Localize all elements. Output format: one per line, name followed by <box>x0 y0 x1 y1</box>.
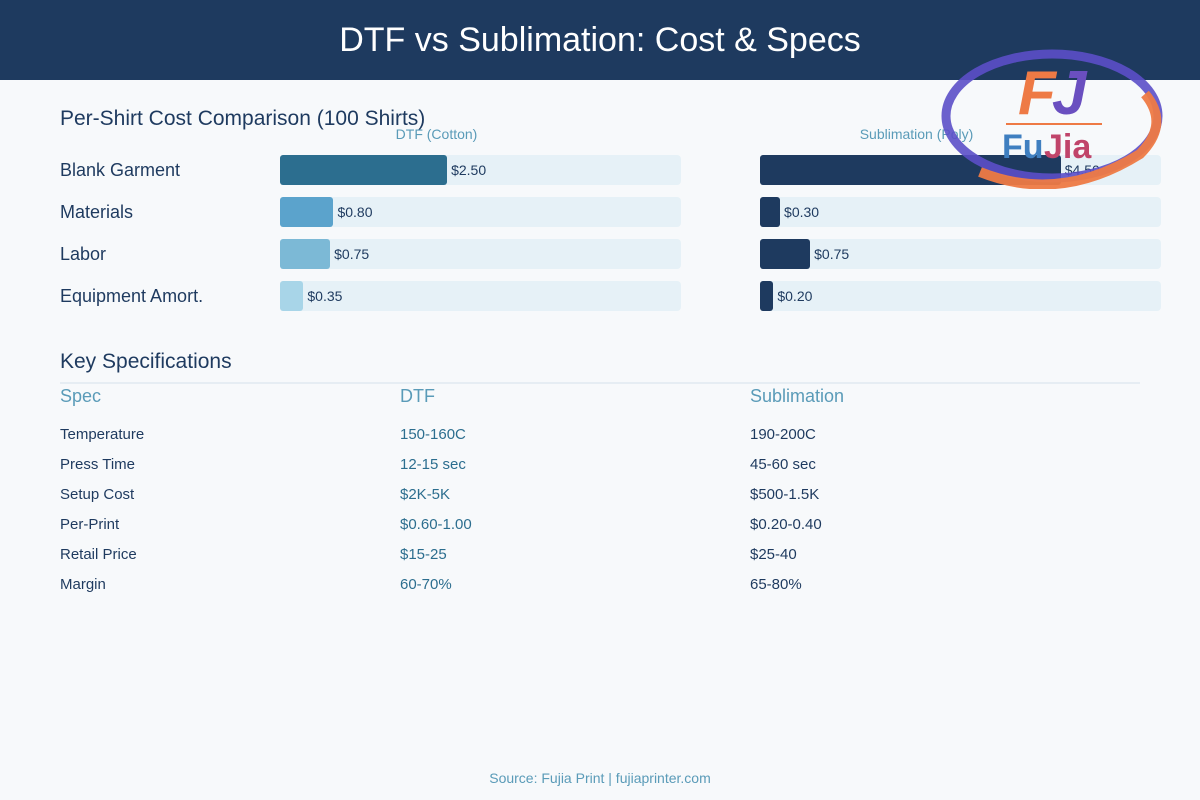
bar-track: $0.80 <box>280 197 681 227</box>
spec-cell: 12-15 sec <box>400 456 466 473</box>
bar-value-label: $0.75 <box>334 246 370 262</box>
specs-section-title: Key Specifications <box>60 350 232 373</box>
dtf-bar <box>280 197 334 227</box>
specs-divider <box>60 382 1140 384</box>
bar-track: $0.20 <box>760 281 1161 311</box>
category-label: Equipment Amort. <box>60 286 204 306</box>
spec-cell: Press Time <box>60 456 136 473</box>
spec-cell: $25-40 <box>750 546 797 563</box>
dtf-bar <box>280 281 304 311</box>
spec-cell: $15-25 <box>400 546 447 563</box>
bar-value-label: $0.20 <box>777 288 813 304</box>
bar-track: $0.35 <box>280 281 681 311</box>
sublimation-bar <box>760 239 811 269</box>
spec-cell: Setup Cost <box>60 486 135 503</box>
sublimation-bar <box>760 281 774 311</box>
page-header: DTF vs Sublimation: Cost & Specs <box>0 0 1200 80</box>
bar-value-label: $0.80 <box>337 204 373 220</box>
logo-word-jia: Jia <box>1044 128 1092 166</box>
fujia-logo: F J Fu Jia <box>941 49 1163 189</box>
spec-cell: 190-200C <box>750 426 816 443</box>
bar-value-label: $2.50 <box>451 162 487 178</box>
spec-cell: 65-80% <box>750 576 802 593</box>
category-label: Labor <box>60 244 107 264</box>
dtf-bar <box>280 155 448 185</box>
spec-cell: $0.20-0.40 <box>750 516 822 533</box>
spec-cell: Retail Price <box>60 546 137 563</box>
spec-cell: 60-70% <box>400 576 452 593</box>
bar-value-label: $0.30 <box>784 204 820 220</box>
spec-cell: $500-1.5K <box>750 486 820 503</box>
logo-letter-j: J <box>1052 59 1088 128</box>
spec-column-header: Spec <box>60 386 102 406</box>
spec-cell: Margin <box>60 576 106 593</box>
logo-word-fu: Fu <box>1002 128 1044 166</box>
footer-source: Source: Fujia Print | fujiaprinter.com <box>489 770 711 786</box>
spec-cell: $0.60-1.00 <box>400 516 472 533</box>
bar-track: $2.50 <box>280 155 681 185</box>
category-label: Materials <box>60 202 134 222</box>
logo-letter-f: F <box>1018 59 1058 128</box>
bar-value-label: $0.75 <box>814 246 850 262</box>
bar-track: $0.75 <box>280 239 681 269</box>
cost-section-title: Per-Shirt Cost Comparison (100 Shirts) <box>60 107 426 130</box>
series-label: DTF (Cotton) <box>395 126 478 142</box>
bar-track: $0.30 <box>760 197 1161 227</box>
bar-value-label: $0.35 <box>307 288 343 304</box>
spec-column-header: DTF <box>400 386 435 406</box>
spec-cell: Per-Print <box>60 516 120 533</box>
spec-column-header: Sublimation <box>750 386 845 406</box>
category-label: Blank Garment <box>60 160 181 180</box>
spec-cell: 45-60 sec <box>750 456 816 473</box>
spec-cell: $2K-5K <box>400 486 451 503</box>
page-title: DTF vs Sublimation: Cost & Specs <box>339 20 861 59</box>
bar-track: $0.75 <box>760 239 1161 269</box>
spec-cell: Temperature <box>60 426 145 443</box>
sublimation-bar <box>760 197 781 227</box>
spec-cell: 150-160C <box>400 426 466 443</box>
dtf-bar <box>280 239 331 269</box>
